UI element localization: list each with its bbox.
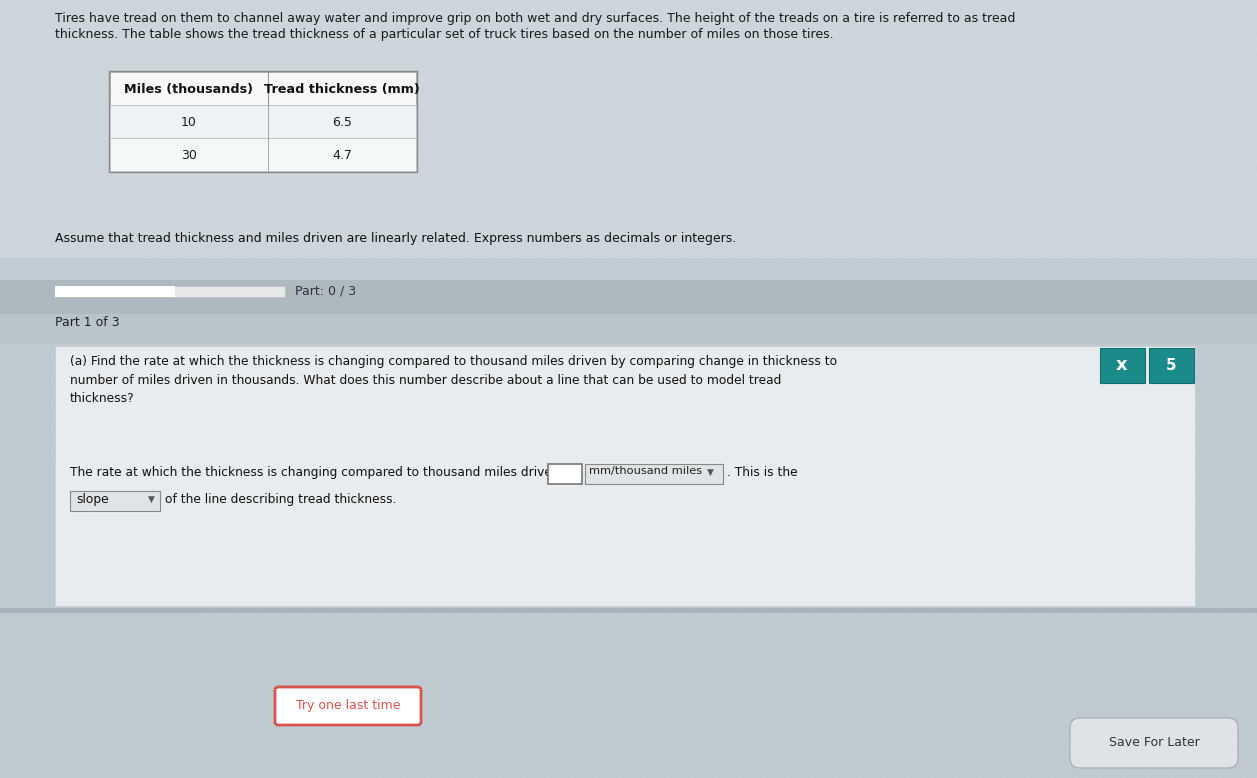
FancyBboxPatch shape <box>55 286 175 297</box>
Text: Part: 0 / 3: Part: 0 / 3 <box>295 284 356 297</box>
Text: slope: slope <box>75 493 108 506</box>
Text: 30: 30 <box>181 149 197 162</box>
Text: Part 1 of 3: Part 1 of 3 <box>55 316 119 329</box>
Text: ▼: ▼ <box>148 495 155 504</box>
Text: (a) Find the rate at which the thickness is changing compared to thousand miles : (a) Find the rate at which the thickness… <box>70 355 837 405</box>
FancyBboxPatch shape <box>0 280 1257 314</box>
FancyBboxPatch shape <box>111 138 416 171</box>
Text: mm/thousand miles: mm/thousand miles <box>590 466 703 476</box>
Text: . This is the: . This is the <box>727 466 798 479</box>
FancyBboxPatch shape <box>1070 718 1238 768</box>
FancyBboxPatch shape <box>55 346 1195 606</box>
Text: 6.5: 6.5 <box>332 115 352 128</box>
Text: Tread thickness (mm): Tread thickness (mm) <box>264 82 420 96</box>
FancyBboxPatch shape <box>0 608 1257 613</box>
FancyBboxPatch shape <box>0 0 1257 310</box>
Text: Miles (thousands): Miles (thousands) <box>124 82 254 96</box>
FancyBboxPatch shape <box>55 286 285 297</box>
Text: 10: 10 <box>181 115 197 128</box>
Text: Assume that tread thickness and miles driven are linearly related. Express numbe: Assume that tread thickness and miles dr… <box>55 232 737 245</box>
FancyBboxPatch shape <box>275 687 421 725</box>
FancyBboxPatch shape <box>585 464 723 484</box>
FancyBboxPatch shape <box>109 71 417 172</box>
Text: ▼: ▼ <box>706 468 714 477</box>
FancyBboxPatch shape <box>0 310 1257 778</box>
FancyBboxPatch shape <box>0 0 1257 300</box>
FancyBboxPatch shape <box>111 72 416 105</box>
Text: of the line describing tread thickness.: of the line describing tread thickness. <box>165 493 396 506</box>
Text: x: x <box>1116 356 1128 374</box>
Text: Try one last time: Try one last time <box>295 699 400 713</box>
FancyBboxPatch shape <box>0 314 1257 344</box>
Text: The rate at which the thickness is changing compared to thousand miles driven is: The rate at which the thickness is chang… <box>70 466 573 479</box>
FancyBboxPatch shape <box>548 464 582 484</box>
Text: 4.7: 4.7 <box>332 149 352 162</box>
FancyBboxPatch shape <box>1149 348 1194 383</box>
FancyBboxPatch shape <box>111 105 416 138</box>
Text: thickness. The table shows the tread thickness of a particular set of truck tire: thickness. The table shows the tread thi… <box>55 28 833 41</box>
Text: 5: 5 <box>1165 358 1177 373</box>
Text: Tires have tread on them to channel away water and improve grip on both wet and : Tires have tread on them to channel away… <box>55 12 1016 25</box>
FancyBboxPatch shape <box>0 258 1257 280</box>
FancyBboxPatch shape <box>70 491 160 511</box>
Text: Save For Later: Save For Later <box>1109 737 1199 749</box>
FancyBboxPatch shape <box>1100 348 1145 383</box>
